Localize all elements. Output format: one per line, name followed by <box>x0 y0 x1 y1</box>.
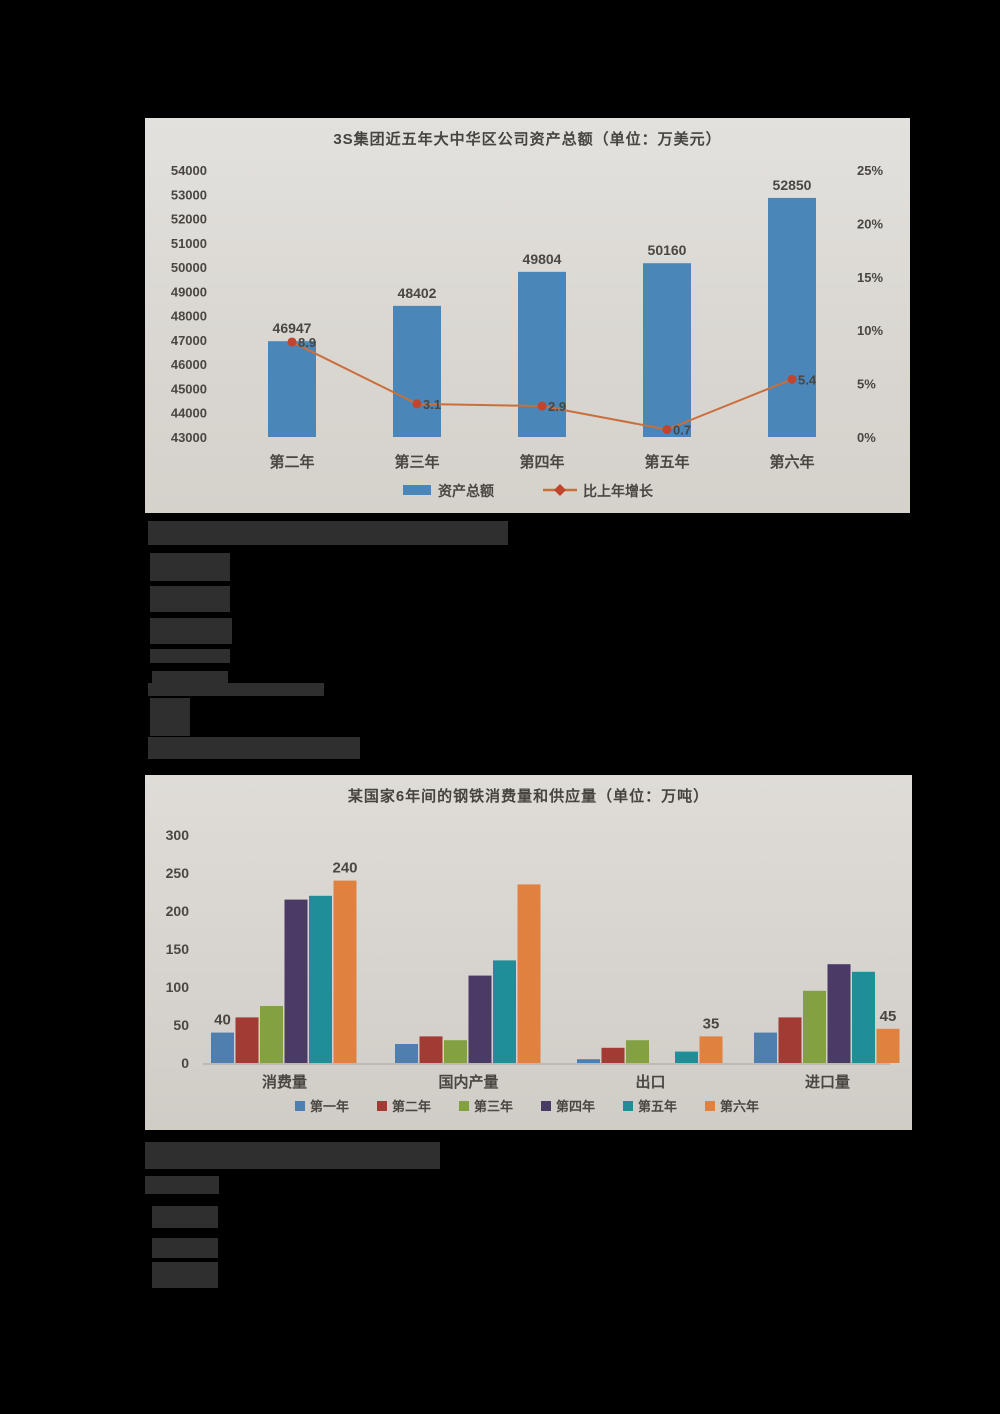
redacted-text-block <box>148 683 324 696</box>
redacted-text-block <box>150 649 230 663</box>
svg-text:25%: 25% <box>857 163 883 178</box>
steel-chart-title: 某国家6年间的钢铁消费量和供应量（单位：万吨） <box>347 788 710 805</box>
redacted-text-block <box>150 586 230 612</box>
svg-text:45000: 45000 <box>171 381 207 396</box>
redacted-text-block <box>152 1238 218 1258</box>
svg-text:49804: 49804 <box>523 251 562 267</box>
svg-text:0: 0 <box>181 1055 189 1071</box>
assets-combo-chart: 54000 53000 52000 51000 50000 49000 48000 47000… <box>171 163 884 499</box>
redacted-text-block <box>148 521 508 545</box>
svg-text:第二年: 第二年 <box>269 453 314 471</box>
svg-text:48402: 48402 <box>398 285 437 301</box>
svg-text:300: 300 <box>166 827 190 843</box>
svg-text:48000: 48000 <box>171 309 207 324</box>
svg-text:消费量: 消费量 <box>262 1073 307 1091</box>
svg-text:52000: 52000 <box>171 212 207 227</box>
svg-text:49000: 49000 <box>171 284 207 299</box>
svg-text:第四年: 第四年 <box>519 453 564 471</box>
svg-text:第三年: 第三年 <box>394 453 439 471</box>
svg-text:100: 100 <box>166 979 190 995</box>
steel-grouped-bar-chart: 300 250 200 150 100 50 0 40 240 35 45 消费量 国内产量 出口 进口量第… <box>166 827 900 1114</box>
assets-chart-title: 3S集团近五年大中华区公司资产总额（单位：万美元） <box>333 131 722 148</box>
redacted-text-block <box>152 1262 218 1288</box>
svg-text:5.4: 5.4 <box>798 372 817 387</box>
svg-text:第六年: 第六年 <box>720 1099 759 1114</box>
assets-chart-panel: 3S集团近五年大中华区公司资产总额（单位：万美元） 54000 53000 5200… <box>145 118 910 513</box>
redacted-text-block <box>145 1142 440 1169</box>
svg-text:240: 240 <box>332 860 357 877</box>
svg-text:50: 50 <box>173 1017 189 1033</box>
redacted-text-block <box>152 1206 218 1228</box>
svg-text:第二年: 第二年 <box>392 1099 431 1114</box>
svg-text:第一年: 第一年 <box>310 1099 349 1114</box>
svg-text:2.9: 2.9 <box>548 399 566 414</box>
redacted-text-block <box>150 698 190 736</box>
svg-text:46947: 46947 <box>273 320 312 336</box>
redacted-text-block <box>150 618 232 644</box>
svg-text:0%: 0% <box>857 430 876 445</box>
redacted-text-block <box>150 553 230 581</box>
svg-text:20%: 20% <box>857 216 883 231</box>
svg-text:3.1: 3.1 <box>423 397 441 412</box>
svg-text:国内产量: 国内产量 <box>438 1073 498 1091</box>
redacted-text-block <box>152 671 228 683</box>
svg-text:第六年: 第六年 <box>769 453 814 471</box>
svg-text:50000: 50000 <box>171 260 207 275</box>
svg-text:54000: 54000 <box>171 163 207 178</box>
svg-text:5%: 5% <box>857 377 876 392</box>
svg-text:200: 200 <box>166 903 190 919</box>
svg-text:50160: 50160 <box>648 242 687 258</box>
svg-text:15%: 15% <box>857 270 883 285</box>
svg-text:0.7: 0.7 <box>673 423 691 438</box>
svg-text:第四年: 第四年 <box>556 1099 595 1114</box>
svg-text:44000: 44000 <box>171 406 207 421</box>
svg-text:资产总额: 资产总额 <box>438 483 494 499</box>
svg-text:8.9: 8.9 <box>298 335 316 350</box>
svg-text:第五年: 第五年 <box>638 1099 677 1114</box>
svg-text:53000: 53000 <box>171 187 207 202</box>
svg-text:43000: 43000 <box>171 430 207 445</box>
svg-text:第三年: 第三年 <box>474 1099 513 1114</box>
svg-text:51000: 51000 <box>171 236 207 251</box>
redacted-text-block <box>148 737 360 759</box>
svg-text:52850: 52850 <box>773 177 812 193</box>
svg-text:40: 40 <box>214 1012 231 1029</box>
svg-text:比上年增长: 比上年增长 <box>583 483 654 499</box>
redacted-text-block <box>145 1176 219 1194</box>
svg-text:250: 250 <box>166 865 190 881</box>
svg-text:46000: 46000 <box>171 357 207 372</box>
svg-text:35: 35 <box>703 1015 720 1032</box>
svg-text:47000: 47000 <box>171 333 207 348</box>
svg-text:45: 45 <box>880 1008 897 1025</box>
steel-chart-panel: 某国家6年间的钢铁消费量和供应量（单位：万吨） 300 250 200 150 100 5… <box>145 775 912 1130</box>
svg-text:150: 150 <box>166 941 190 957</box>
svg-text:出口: 出口 <box>635 1073 665 1091</box>
svg-text:进口量: 进口量 <box>805 1074 850 1091</box>
svg-text:10%: 10% <box>857 323 883 338</box>
svg-text:第五年: 第五年 <box>644 453 689 471</box>
